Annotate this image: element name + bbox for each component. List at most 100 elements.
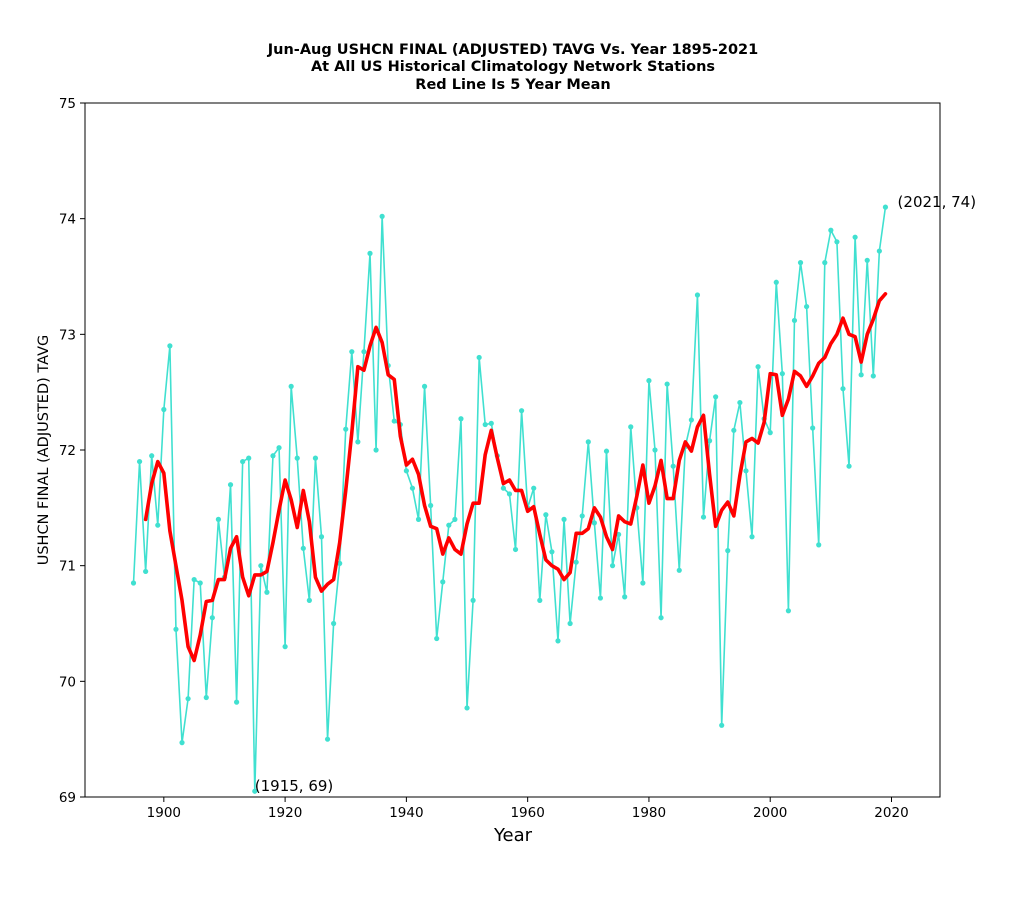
series-0-point-1914 [246,455,252,461]
series-0-point-1900 [161,406,167,413]
series-0-point-2017 [870,373,876,379]
series-0-point-1988 [694,292,701,298]
series-0-point-1945 [434,635,440,642]
plot-area-frame [84,102,941,798]
x-tick-label: 1980 [632,805,666,821]
series-0-point-1970 [585,439,591,445]
annotation-0: (2021, 74) [898,193,977,211]
series-0-point-1991 [713,394,719,400]
series-0-point-1929 [337,560,343,566]
series-0-point-1909 [215,516,221,523]
series-0-point-2010 [828,227,834,233]
series-0-point-1983 [664,381,670,387]
series-0-point-1931 [349,349,355,355]
series-0-point-1961 [531,485,537,491]
series-0-point-1903 [179,740,185,746]
series-0-point-2001 [773,279,779,285]
series-0-point-1916 [258,563,264,569]
series-0-point-1954 [488,420,494,426]
series-0-point-1998 [755,364,761,370]
chart-title: Jun-Aug USHCN FINAL (ADJUSTED) TAVG Vs. … [267,42,758,93]
series-0-point-1897 [143,568,149,575]
series-0-point-1925 [312,455,319,461]
y-tick-label: 71 [59,559,76,575]
y-tick-label: 72 [59,443,76,459]
series-0-point-2018 [876,248,882,254]
series-0-point-1920 [282,644,288,650]
series-0-point-1941 [409,485,416,491]
series-0-point-2002 [779,371,785,377]
y-tick-label: 75 [59,96,76,112]
series-0-point-1990 [706,438,713,444]
series-0-point-2016 [864,257,870,263]
series-0-point-1948 [452,516,458,523]
series-0-point-1966 [561,516,567,523]
x-axis: 1900 1920 1940 1960 1980 2000 2020 [147,797,909,821]
y-tick-label: 70 [59,674,76,690]
series-0-point-1997 [749,534,755,540]
series-0-point-1935 [373,447,379,453]
series-0-point-1959 [519,408,525,414]
x-tick-label: 1940 [389,805,423,821]
series-0-point-1930 [343,426,349,432]
series-0-point-1908 [209,615,215,621]
series-0-point-1895 [130,580,137,586]
series-1-line [143,292,888,663]
series-0-point-1938 [391,418,397,424]
series-layer [130,204,889,794]
series-0-point-2014 [852,234,858,240]
chart-title-line-1: Jun-Aug USHCN FINAL (ADJUSTED) TAVG Vs. … [267,42,758,58]
y-axis: 69 70 71 72 73 74 75 [59,96,85,806]
series-0-point-1951 [470,597,476,603]
series-0-point-1942 [415,516,422,523]
series-0-point-1904 [185,696,191,702]
series-0-point-1996 [743,468,749,474]
y-tick-label: 69 [59,790,76,806]
x-tick-label: 2020 [874,805,908,821]
series-0-point-1901 [167,343,173,349]
series-0-point-1946 [440,579,446,585]
series-0-point-1969 [579,513,585,519]
series-0-point-1918 [270,453,276,459]
series-0-point-2007 [810,425,816,431]
series-0-point-1898 [149,453,155,459]
series-0-point-1917 [264,589,270,595]
series-0-point-1949 [458,416,464,422]
series-0-point-1907 [203,694,209,701]
series-0-point-1974 [609,563,616,569]
series-0-point-2008 [816,542,822,548]
annotation-1: (1915, 69) [255,777,334,795]
series-0-point-1994 [731,427,737,433]
series-0-point-1972 [597,595,604,601]
x-tick-label: 1960 [510,805,544,821]
series-0-point-1971 [591,520,597,526]
series-0-point-1964 [549,549,555,555]
series-0-point-2003 [785,608,792,614]
series-0-point-1923 [300,545,306,551]
series-0-point-2000 [767,430,773,436]
series-0-point-1958 [512,546,519,553]
series-0-point-2011 [834,239,840,245]
series-0-point-1967 [567,620,573,627]
y-axis-label: USHCN FINAL (ADJUSTED) TAVG [36,335,52,566]
series-0-point-1984 [670,463,676,469]
x-tick-label: 2000 [753,805,787,821]
series-0-point-1924 [306,597,312,603]
series-0-point-2015 [858,372,864,378]
series-0-point-1977 [628,424,634,430]
y-tick-label: 74 [59,212,76,228]
series-0-point-1981 [652,447,658,453]
chart-title-line-2: At All US Historical Climatology Network… [311,59,715,75]
x-tick-label: 1920 [268,805,302,821]
series-0-point-1944 [428,502,434,509]
series-0-point-1976 [622,594,628,600]
series-0-point-1995 [737,399,743,406]
series-0-point-1979 [640,580,646,586]
series-0-point-1950 [464,705,470,711]
series-0-point-1926 [318,534,325,540]
series-0-point-1957 [506,491,513,497]
series-0-point-1947 [446,522,452,528]
series-0-point-1911 [227,482,234,488]
series-0-point-2006 [804,303,810,310]
series-0-point-1934 [367,250,373,256]
